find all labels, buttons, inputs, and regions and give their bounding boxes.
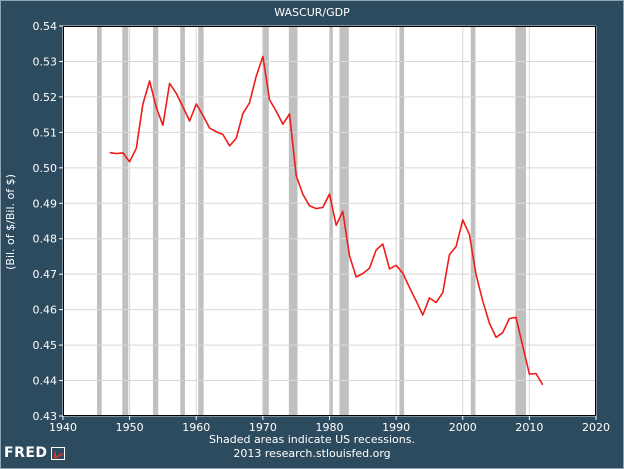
y-tick-label: 0.43 xyxy=(33,410,58,423)
fred-logo-text: FRED xyxy=(4,445,48,461)
y-tick-label: 0.44 xyxy=(33,375,58,388)
recession-band xyxy=(288,26,298,416)
source-note: 2013 research.stlouisfed.org xyxy=(233,447,391,460)
y-tick-label: 0.47 xyxy=(33,268,58,281)
plot-border xyxy=(63,26,596,416)
recession-band xyxy=(399,26,405,416)
y-axis: 0.43 0.44 0.45 0.46 0.47 0.48 0.49 0.50 0.51 0.52… xyxy=(33,20,63,423)
y-tick-label: 0.53 xyxy=(33,55,58,68)
x-tick-label: 2000 xyxy=(449,421,477,434)
recession-band xyxy=(262,26,269,416)
x-tick-label: 1990 xyxy=(382,421,410,434)
x-tick-label: 2010 xyxy=(515,421,543,434)
x-tick-label: 1960 xyxy=(182,421,210,434)
recession-band xyxy=(329,26,333,416)
series-line xyxy=(109,55,544,386)
y-axis-label: (Bil. of $/Bil. of $) xyxy=(4,174,17,270)
recession-band xyxy=(515,26,527,416)
chart-title: WASCUR/GDP xyxy=(274,6,350,19)
x-axis: 1940 1950 1960 1970 1980 1990 2000 2010 2020 xyxy=(49,416,610,434)
x-tick-label: 1940 xyxy=(49,421,77,434)
fred-logo: FRED xyxy=(4,445,65,461)
x-tick-label: 2020 xyxy=(582,421,610,434)
y-tick-label: 0.52 xyxy=(33,91,58,104)
gridlines xyxy=(62,25,597,417)
y-tick-label: 0.54 xyxy=(33,20,58,33)
recession-band xyxy=(122,26,129,416)
recession-note: Shaded areas indicate US recessions. xyxy=(209,433,415,446)
recession-band xyxy=(470,26,476,416)
y-tick-label: 0.50 xyxy=(33,162,58,175)
y-tick-label: 0.46 xyxy=(33,304,58,317)
recession-band xyxy=(180,26,185,416)
y-tick-label: 0.48 xyxy=(33,233,58,246)
graph-icon xyxy=(50,446,65,460)
recession-band xyxy=(96,26,102,416)
x-tick-label: 1980 xyxy=(316,421,344,434)
recession-band xyxy=(152,26,159,416)
y-tick-label: 0.45 xyxy=(33,339,58,352)
y-tick-label: 0.49 xyxy=(33,197,58,210)
recession-band xyxy=(198,26,204,416)
x-tick-label: 1970 xyxy=(249,421,277,434)
x-tick-label: 1950 xyxy=(116,421,144,434)
y-tick-label: 0.51 xyxy=(33,126,58,139)
